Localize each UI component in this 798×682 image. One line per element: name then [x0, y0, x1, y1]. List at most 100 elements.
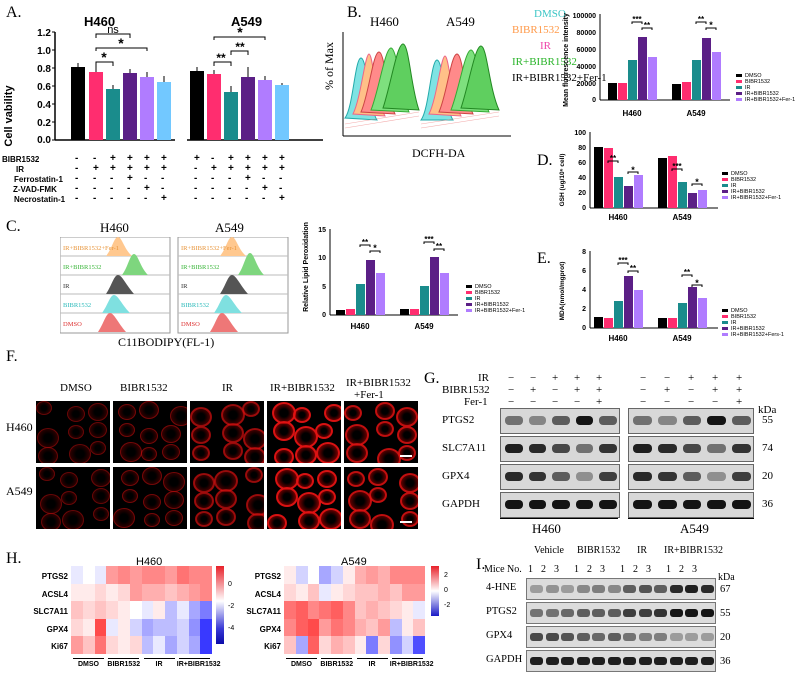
panel-g-blots: PTGS2 55 SLC7A11 74 GPX4 20 GAPDH 36: [438, 408, 798, 518]
g-band: [575, 500, 594, 509]
a-sign: -: [245, 183, 249, 194]
e-ytick: 6: [582, 268, 586, 275]
heat-cell: [331, 618, 343, 637]
cell-blob: [376, 421, 394, 437]
gene-label: PTGS2: [254, 572, 281, 581]
panel-d-label: D.: [537, 152, 553, 169]
heat-cell: [82, 618, 95, 637]
group-bar: [143, 658, 175, 659]
g-band: [682, 416, 702, 425]
i-mice: Mice No.: [484, 564, 522, 575]
micrograph-tile: [190, 467, 264, 529]
heat-cell: [342, 566, 355, 584]
i-group: IR+BIBR1532: [664, 545, 723, 556]
heat-cell: [176, 566, 189, 584]
heat-cell: [141, 636, 154, 654]
a-sign: +: [144, 183, 150, 194]
i-band: [654, 585, 667, 593]
a-sig-ns: ns: [107, 24, 119, 36]
a-sign: +: [245, 163, 251, 174]
mouse-number: 2: [679, 564, 684, 575]
g-band: [732, 500, 751, 509]
gene-label: GPX4: [46, 624, 68, 634]
a-sign: +: [279, 163, 285, 174]
panel-a-a549-title: A549: [231, 14, 263, 29]
cell-blob: [38, 447, 58, 463]
i-band: [592, 609, 605, 617]
c-ytick: 15: [318, 227, 326, 234]
i-band: [669, 657, 683, 665]
heat-cell: [366, 583, 378, 602]
cell-blob: [369, 487, 387, 503]
cell-blob: [170, 406, 187, 426]
a-sign: -: [93, 183, 97, 194]
g-sign: +: [552, 372, 559, 384]
g-band: [599, 500, 617, 509]
g-blot-strip: [500, 436, 620, 462]
b-ytick: 80000: [577, 30, 597, 37]
mouse-number: 1: [528, 564, 533, 575]
i-blot-kda: 20: [720, 632, 731, 643]
scale-bar: [400, 521, 412, 523]
treatment-label: Necrostatin-1: [14, 195, 66, 204]
c-ylabel: Relative Lipid Peroxidation: [303, 222, 310, 312]
cell-blob: [121, 470, 139, 486]
cell-blob: [143, 494, 161, 510]
a-sign: +: [144, 153, 150, 164]
legend-ir: IR: [540, 40, 551, 52]
i-band: [623, 657, 636, 665]
a-sig: *: [237, 24, 243, 40]
c-tracks-a549: IR+BIBR1532+Fer-1 IR+BIBR1532 IR BIBR153…: [181, 239, 237, 334]
group-bar: [73, 658, 104, 659]
heat-cell: [94, 566, 107, 584]
a-sign: -: [228, 193, 232, 204]
heat-cell: [82, 636, 95, 654]
e-group: A549: [672, 334, 692, 343]
heat-cell: [354, 618, 367, 637]
i-band: [545, 609, 559, 617]
a-sign: -: [228, 173, 232, 184]
c-group: H460: [350, 322, 370, 331]
c-track: IR: [181, 283, 188, 290]
a-sign: -: [110, 173, 114, 184]
group-label: IR: [368, 661, 376, 668]
b-sig: **: [698, 15, 705, 24]
c-sig: *: [373, 243, 377, 253]
cell-blob: [89, 422, 107, 438]
mouse-number: 3: [692, 564, 697, 575]
g-sign: −: [688, 384, 695, 396]
i-band: [685, 585, 698, 593]
i-band: [685, 657, 698, 665]
a-ytick: 0.4: [37, 100, 51, 111]
g-band: [732, 416, 751, 425]
a-sig: *: [118, 35, 124, 51]
i-group: IR: [637, 545, 647, 556]
a-sign: +: [279, 153, 285, 164]
heat-cell: [153, 636, 165, 654]
cell-blob: [315, 423, 333, 439]
g-sign: −: [508, 372, 515, 384]
g-sign: +: [712, 384, 719, 396]
cell-blob: [295, 445, 317, 463]
heat-cell: [389, 601, 402, 619]
cell-blob: [368, 468, 388, 486]
g-divider: [628, 518, 754, 519]
g-sign: −: [552, 384, 559, 396]
heat-cell: [284, 566, 296, 584]
heat-cell: [319, 618, 331, 637]
mouse-number: 2: [541, 564, 546, 575]
heat-cell: [176, 618, 189, 637]
cell-blob: [347, 471, 365, 487]
i-band: [638, 609, 652, 617]
heat-cell: [118, 601, 130, 619]
g-band: [707, 416, 727, 425]
heat-cell: [378, 601, 390, 619]
c-track: IR: [63, 283, 70, 290]
c-sig: ***: [424, 235, 434, 244]
c-track: BIBR1532: [63, 302, 92, 309]
heat-cell: [71, 583, 83, 602]
g-sign: −: [640, 396, 647, 408]
heat-cell: [331, 601, 343, 619]
cell-blob: [190, 407, 212, 427]
